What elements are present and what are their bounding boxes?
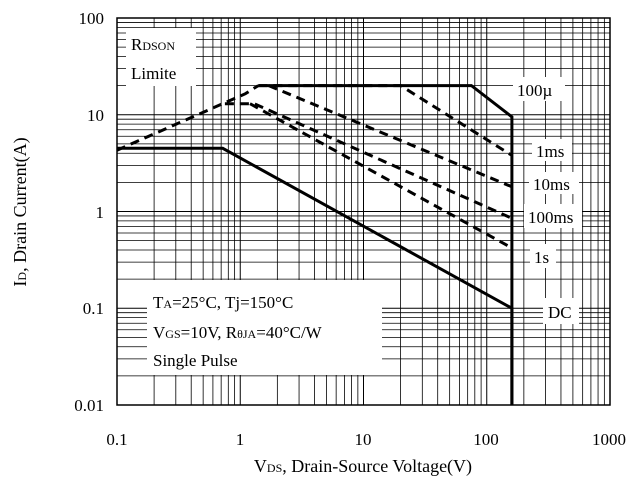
x-tick-labels: 0.1 1 10 100 1000 xyxy=(106,430,626,449)
x-tick-label-100: 100 xyxy=(473,430,499,449)
y-tick-label-10: 10 xyxy=(87,106,104,125)
label-1s-bg xyxy=(530,244,556,268)
rdson-label-line1: RDSON xyxy=(131,35,175,54)
x-tick-label-0.1: 0.1 xyxy=(106,430,127,449)
label-10ms: 10ms xyxy=(533,175,570,194)
label-100ms: 100ms xyxy=(528,208,573,227)
series-line-dc xyxy=(117,146,514,405)
x-tick-label-10: 10 xyxy=(355,430,372,449)
label-1ms: 1ms xyxy=(536,142,564,161)
y-axis-label: ID, Drain Current(A) xyxy=(10,137,31,286)
conditions-line2: VGS=10V, RθJA=40°C/W xyxy=(153,323,323,342)
label-100u-bg xyxy=(513,77,565,101)
conditions-line3: Single Pulse xyxy=(153,351,238,370)
rdson-label-line2: Limite xyxy=(131,64,176,83)
y-tick-label-100: 100 xyxy=(79,9,105,28)
label-100ms-bg xyxy=(524,204,582,228)
label-dc-bg xyxy=(543,298,579,324)
conditions-bg xyxy=(147,280,382,375)
series-line-r-dson-limite xyxy=(116,84,260,152)
label-1s: 1s xyxy=(534,248,549,267)
series-labels: 100µ 1ms 10ms 100ms 1s DC xyxy=(513,77,582,324)
series-line-1s xyxy=(249,102,513,250)
label-dc: DC xyxy=(548,303,572,322)
conditions-line1: TA=25°C, Tj=150°C xyxy=(153,293,293,312)
plot-frame xyxy=(116,17,611,406)
rdson-label-bg xyxy=(126,28,196,86)
label-1ms-bg xyxy=(532,139,572,161)
y-tick-label-0.1: 0.1 xyxy=(83,299,104,318)
y-tick-label-0.01: 0.01 xyxy=(74,396,104,415)
x-tick-label-1000: 1000 xyxy=(592,430,626,449)
series-line-1ms xyxy=(258,84,513,157)
y-tick-label-1: 1 xyxy=(96,203,105,222)
curves xyxy=(116,84,514,405)
label-100u: 100µ xyxy=(517,81,553,100)
label-10ms-bg xyxy=(529,172,579,194)
x-axis-label: VDS, Drain-Source Voltage(V) xyxy=(254,456,472,477)
series-line-100ms xyxy=(224,102,513,220)
x-tick-label-1: 1 xyxy=(236,430,245,449)
y-tick-labels: 100 10 1 0.1 0.01 xyxy=(74,9,104,415)
